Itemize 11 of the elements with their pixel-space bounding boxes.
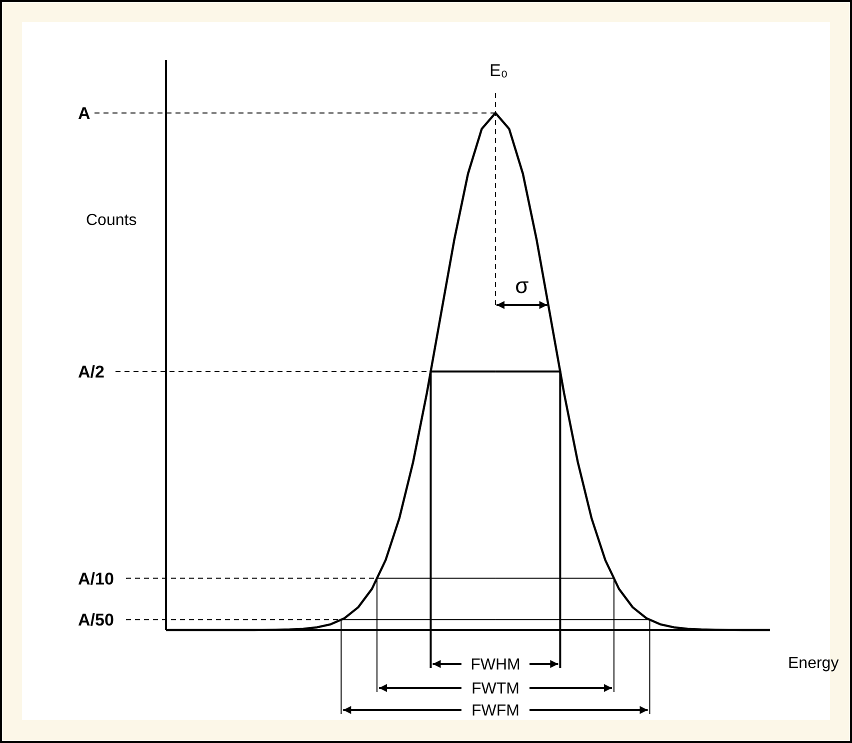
text: FWFM <box>471 702 520 720</box>
text: FWHM <box>470 656 520 674</box>
ref-line-label: A/10 <box>78 569 114 588</box>
text: E₀ <box>489 61 508 80</box>
annotation: σ <box>515 273 530 298</box>
ref-line-label: A/2 <box>78 362 104 382</box>
ref-line-label: A <box>78 104 90 123</box>
x-axis-title: Energy <box>788 655 839 672</box>
ref-line-label: A/50 <box>78 610 114 630</box>
text: FWTM <box>471 680 520 698</box>
y-axis-title: Counts <box>86 212 137 229</box>
